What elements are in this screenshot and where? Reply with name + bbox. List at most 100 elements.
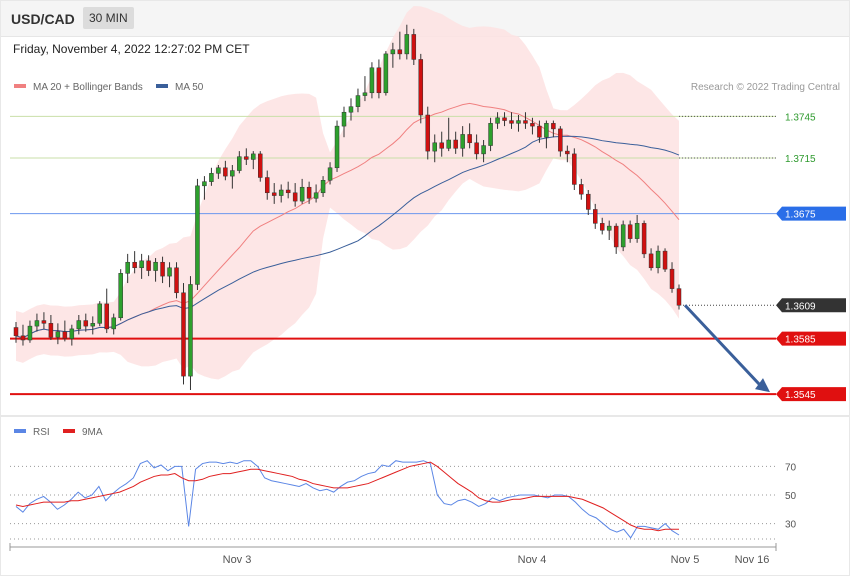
candle-body: [432, 142, 437, 152]
candle-body: [418, 59, 424, 116]
candle-body: [306, 186, 312, 199]
candle-body: [544, 123, 549, 138]
timeframe-button[interactable]: 30 MIN: [83, 7, 134, 29]
candle-body: [572, 153, 577, 185]
candle-body: [523, 120, 528, 124]
candle-body: [27, 325, 33, 341]
chart-overlay: 1.3745 1.3715 1.3675 1.3609 1.3585 1.3545: [683, 112, 846, 402]
candle-body: [383, 53, 389, 94]
candle-body: [474, 142, 479, 155]
candle-body: [292, 192, 298, 202]
candle-body: [558, 128, 563, 152]
candle-body: [662, 250, 668, 270]
candle-body: [627, 224, 633, 239]
candle-body: [167, 267, 172, 277]
x-tick-label: Nov 5: [671, 554, 700, 566]
candle-body: [48, 323, 54, 338]
candle-body: [453, 139, 458, 149]
candle-body: [655, 250, 661, 269]
candle-body: [216, 167, 221, 174]
chart-datetime: Friday, November 4, 2022 12:27:02 PM CET: [13, 42, 250, 56]
level-tag: [776, 387, 846, 402]
candle-body: [334, 125, 340, 169]
candle-body: [348, 106, 354, 113]
candle-body: [237, 156, 242, 171]
candle-body: [509, 120, 514, 124]
candle-body: [153, 261, 158, 271]
candle-body: [488, 123, 493, 146]
rsi-panel: 70 50 30: [10, 460, 797, 540]
candle-body: [620, 224, 626, 248]
candle-body: [634, 223, 640, 239]
ma9-legend-swatch: [63, 429, 75, 433]
resistance-label: 1.3745: [785, 112, 816, 123]
candle-body: [202, 181, 207, 187]
candle-body: [425, 114, 431, 152]
level-tag-label: 1.3545: [785, 390, 816, 401]
candle-body: [320, 180, 326, 194]
rsi-line: [15, 460, 680, 539]
candle-body: [537, 125, 542, 138]
candle-body: [376, 67, 382, 94]
credit-text: Research © 2022 Trading Central: [691, 82, 840, 93]
candle-body: [230, 170, 235, 177]
level-tag: [776, 298, 846, 313]
candle-body: [251, 153, 256, 160]
candle-body: [118, 273, 123, 319]
candle-body: [606, 225, 612, 231]
forecast-arrow-shaft: [683, 304, 764, 389]
x-tick-label: Nov 16: [735, 554, 770, 566]
chart-levels: [10, 115, 776, 396]
candle-body: [397, 49, 403, 55]
candle-body: [362, 92, 368, 96]
candle-body: [258, 153, 263, 178]
candle-body: [174, 267, 179, 294]
candle-body: [244, 156, 249, 160]
candle-body: [146, 260, 151, 271]
candle-body: [613, 225, 619, 248]
candle-body: [299, 186, 305, 202]
candle-body: [355, 95, 361, 107]
forecast-arrow-head: [755, 378, 770, 393]
candle-body: [111, 317, 116, 330]
candle-body: [579, 184, 584, 195]
candle-body: [76, 320, 82, 330]
candle-body: [285, 189, 291, 194]
candle-body: [132, 261, 137, 269]
resistance-label: 1.3715: [785, 154, 816, 165]
candle-body: [641, 223, 647, 255]
candle-body: [481, 145, 486, 155]
candle-body: [404, 34, 410, 55]
candle-body: [446, 139, 451, 149]
candlesticks: [13, 24, 682, 390]
x-tick-label: Nov 4: [518, 554, 547, 566]
candle-body: [676, 288, 682, 306]
candle-body: [313, 192, 319, 199]
candle-body: [369, 67, 375, 94]
candle-body: [62, 331, 68, 339]
candle-body: [181, 292, 186, 377]
candle-body: [104, 303, 109, 330]
candle-body: [411, 34, 417, 60]
ma9-legend-label: 9MA: [82, 427, 103, 438]
rsi-legend-swatch: [14, 429, 26, 433]
level-tag-label: 1.3609: [785, 301, 816, 312]
candle-body: [669, 268, 675, 289]
rsi-legend-label: RSI: [33, 427, 50, 438]
candle-body: [586, 193, 591, 210]
candle-body: [530, 123, 535, 127]
candle-body: [390, 49, 396, 55]
candle-body: [13, 327, 19, 337]
x-tick-label: Nov 3: [223, 554, 252, 566]
candle-body: [209, 173, 214, 182]
moving-averages: [15, 102, 680, 339]
ma50-line: [15, 135, 680, 339]
candle-body: [648, 253, 654, 269]
candle-body: [278, 189, 284, 196]
candle-body: [502, 117, 507, 121]
candle-body: [341, 111, 347, 127]
bollinger-band-fill: [16, 5, 679, 380]
candle-body: [90, 323, 96, 327]
candle-body: [195, 185, 200, 285]
